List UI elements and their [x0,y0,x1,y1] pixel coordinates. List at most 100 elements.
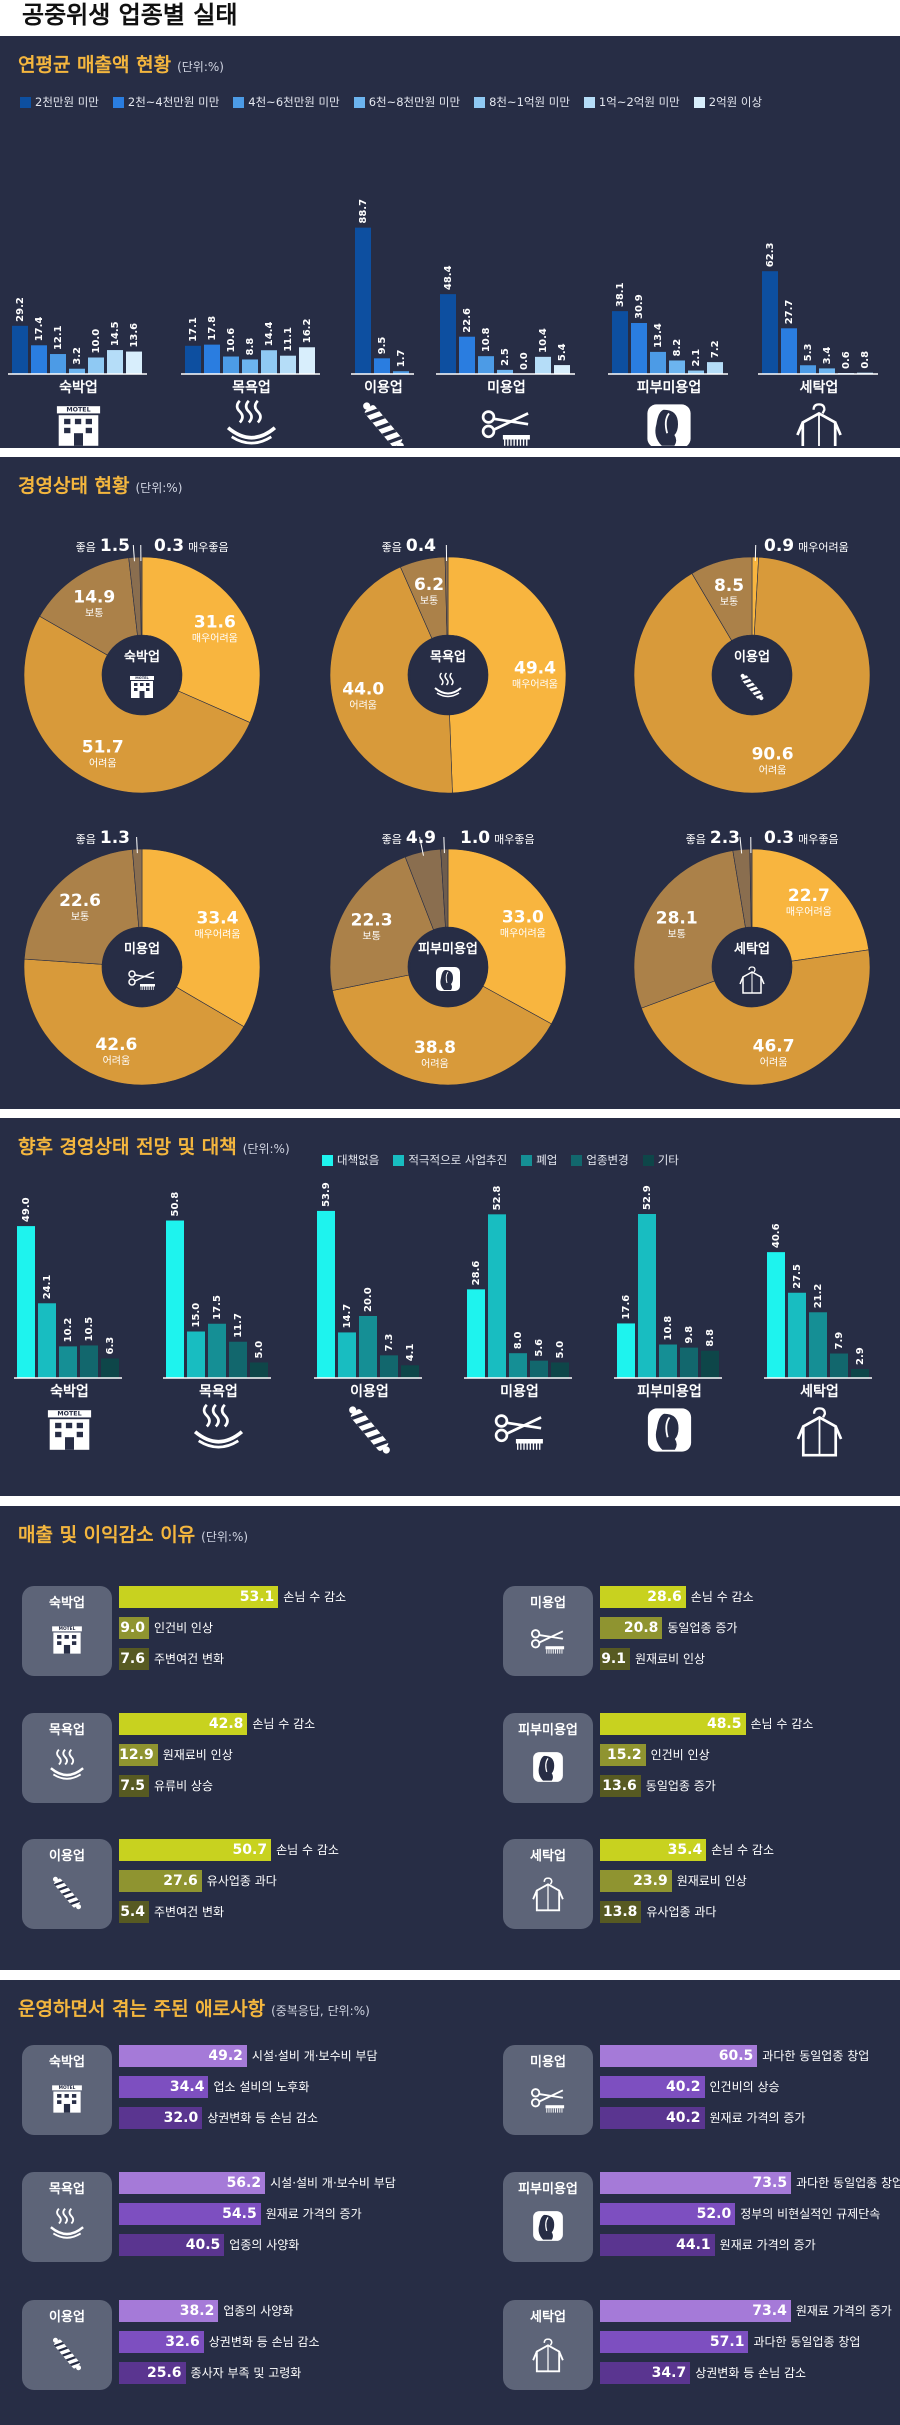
bar [50,354,66,374]
slice-callout: 좋음 2.3 [686,828,740,848]
bar-value-label: 30.9 [634,294,645,319]
industry-card: 목욕업 [22,1713,112,1803]
industry-name: 목욕업 [49,2182,85,2197]
hbar [119,2234,225,2256]
donut-slice [329,856,434,991]
laundry-icon [796,1407,843,1457]
hbar-value: 5.4 [120,1904,145,1920]
bar-value-label: 38.1 [615,282,626,307]
bar [851,1369,869,1378]
hbar [119,2045,247,2067]
bar-value-label: 2.1 [691,349,702,367]
bar [101,1358,119,1378]
panel-sales: 연평균 매출액 현황 (단위:%) 2천만원 미만 2천~4천만원 미만 4천~6천만… [0,36,900,448]
slice-value: 22.6 [59,891,101,911]
bath-icon [434,672,462,698]
hbar-label: 주변여건 변화 [154,1905,225,1919]
bar [762,271,778,374]
legend-item: 적극적으로 사업추진 [393,1152,507,1168]
bar [38,1303,56,1378]
bar-value-label: 13.6 [129,323,140,348]
bar-value-label: 11.7 [233,1313,244,1338]
industry-card: 세탁업 [503,2300,593,2390]
leader-line [443,836,445,854]
hbar-label: 종사자 부족 및 고령화 [190,2366,302,2380]
bar-value-label: 7.9 [834,1332,845,1350]
slice-label: 매우어려움 [194,929,240,941]
hbar [119,2362,186,2384]
hbar [119,1648,149,1670]
slice-callout: 좋음 0.4 [382,536,437,556]
slice-label: 어려움 [760,1056,788,1068]
slice-value: 8.5 [714,576,744,596]
hotel-icon: MOTEL [52,2085,82,2113]
slice-value: 22.3 [351,910,393,930]
bar [338,1332,356,1378]
hbar-label: 주변여건 변화 [154,1652,225,1666]
bar [187,1331,205,1378]
page-title: 공중위생 업종별 실태 [22,1,238,29]
legend-swatch [571,1154,583,1166]
legend-label: 적극적으로 사업추진 [408,1153,508,1167]
hbar [600,2331,749,2353]
slice-label: 어려움 [89,758,117,770]
bar [393,371,409,374]
slice-value: 90.6 [752,745,794,765]
legend-swatch [474,96,486,108]
bar-value-label: 2.5 [500,348,511,366]
difficulty-chart: 숙박업 MOTEL 49.2 시설·설비 개·보수비 부담 34.4 업소 설비의 노후화… [0,1980,900,2425]
face-icon [533,1752,563,1782]
slice-callout: 좋음 4.9 [382,828,436,848]
legend-item: 4천~6천만원 미만 [233,94,340,110]
industry-card: 숙박업 MOTEL [22,1586,112,1676]
bar [650,351,666,374]
donut-center-label: 숙박업 [124,649,160,665]
hbar [600,1839,707,1861]
bar [355,227,371,374]
slice-value: 46.7 [753,1036,795,1056]
slice-value: 33.4 [197,909,239,929]
industry-card: 이용업 [22,2300,112,2390]
donut-slice [440,848,449,928]
panel-status: 경영상태 현황 (단위:%) 31.6 매우어려움 51.7 어려움 14.9 보통 좋음 1.… [0,457,900,1109]
donut-slice [329,566,453,794]
hbar [600,2362,691,2384]
face-icon [436,967,460,991]
industry-card: 미용업 [503,1586,593,1676]
bar-value-label: 52.9 [642,1185,653,1210]
laundry-icon [796,403,842,446]
bar-value-label: 14.7 [342,1304,353,1329]
hbar-value: 13.6 [602,1778,637,1794]
donut-slice [447,556,567,794]
legend-label: 6천~8천만원 미만 [368,95,461,109]
bar-value-label: 12.1 [53,325,64,350]
bar-value-label: 8.8 [705,1329,716,1347]
hbar-value: 56.2 [226,2175,262,2191]
bar [551,1362,569,1378]
slice-label: 보통 [362,930,380,942]
slice-value: 28.1 [656,908,698,928]
hbar-value: 15.2 [607,1747,642,1763]
slice-value: 33.0 [502,908,544,928]
bar-value-label: 24.1 [42,1275,53,1300]
leader-line [136,836,138,854]
bar-value-label: 11.1 [283,327,294,352]
legend-item: 기타 [642,1152,679,1168]
bar-value-label: 27.5 [792,1264,803,1289]
hbar-label: 손님 수 감소 [711,1843,775,1857]
bar-value-label: 22.6 [462,308,473,333]
slice-label: 어려움 [421,1058,449,1070]
hbar-label: 정부의 비현실적인 규제단속 [740,2207,881,2221]
hbar-value: 13.8 [602,1904,638,1920]
slice-label: 어려움 [759,765,787,777]
hbar-value: 60.5 [718,2048,754,2064]
slice-label: 매우어려움 [192,632,238,644]
category-label: 숙박업 [50,1383,89,1400]
hbar-label: 상권변화 등 손님 감소 [207,2111,318,2125]
bar [69,368,85,374]
bar [223,356,239,374]
hbar-label: 손님 수 감소 [276,1843,339,1857]
hbar [600,1744,646,1766]
category-label: 미용업 [487,380,526,396]
bar-value-label: 14.4 [264,322,275,347]
